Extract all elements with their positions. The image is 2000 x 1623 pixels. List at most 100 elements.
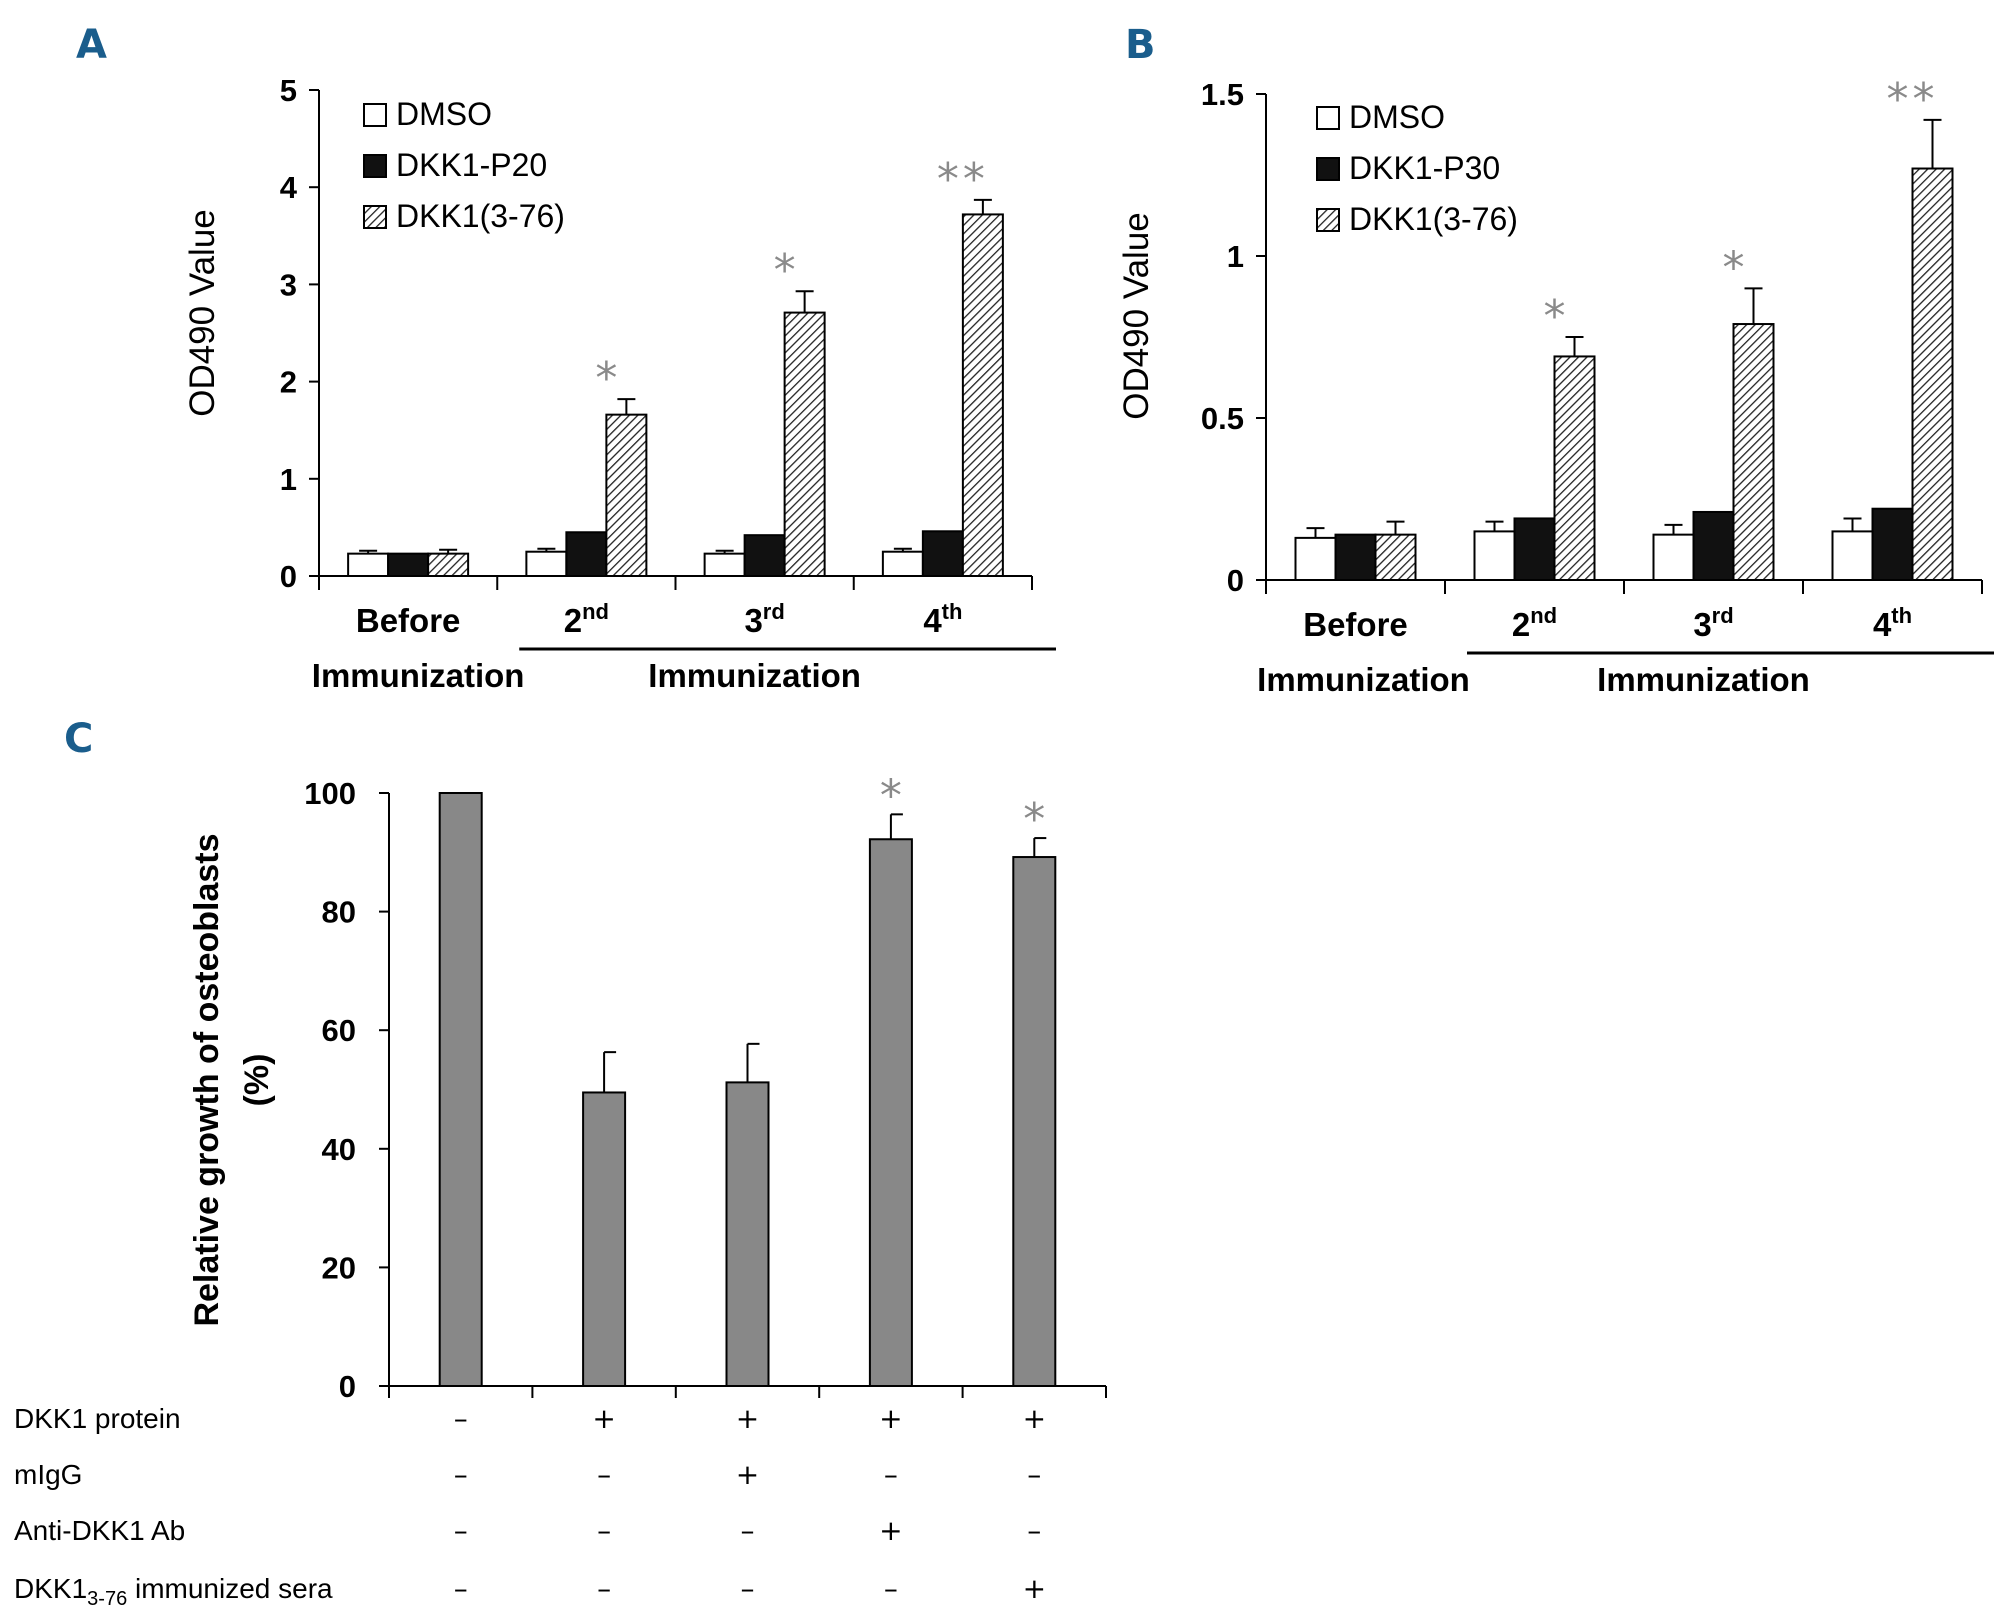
condition-sign: – xyxy=(597,1458,611,1491)
legend-label: DMSO xyxy=(396,96,492,132)
bar-white xyxy=(347,552,390,577)
bar-hatch xyxy=(1553,355,1596,581)
legend-label: DMSO xyxy=(1349,99,1445,135)
y-tick-label: 4 xyxy=(280,170,298,205)
bar xyxy=(438,792,483,1387)
condition-label: DKK1 protein xyxy=(14,1403,181,1434)
bar xyxy=(1012,856,1057,1387)
panel-letter-b: B xyxy=(1125,22,1156,68)
condition-sign: + xyxy=(879,1514,902,1547)
y-tick-label: 0 xyxy=(280,559,297,594)
category-superscript: rd xyxy=(763,599,785,624)
condition-sign: – xyxy=(454,1572,468,1605)
bar-white xyxy=(703,552,746,577)
bar-black xyxy=(565,531,608,578)
bar-white xyxy=(1294,536,1337,582)
y-tick-label: 5 xyxy=(280,73,297,108)
category-label: 4th xyxy=(1873,603,1912,643)
bar-hatch xyxy=(605,413,648,578)
bar-black xyxy=(743,534,786,578)
bar xyxy=(582,1091,627,1387)
legend-swatch xyxy=(1316,106,1340,130)
category-label: 3rd xyxy=(744,599,784,639)
condition-sign: + xyxy=(736,1402,759,1435)
category-label: 2nd xyxy=(564,599,609,639)
condition-sign: – xyxy=(741,1514,755,1547)
legend-swatch xyxy=(1316,208,1340,232)
condition-sign: + xyxy=(879,1402,902,1435)
significance-star: * xyxy=(1023,794,1045,845)
chart-a: 0 1 2 3 4 5 OD490 Value Before * 2nd * 3rd ** 4th Immu… xyxy=(183,73,1056,694)
bar-hatch xyxy=(783,311,826,577)
condition-sign: – xyxy=(884,1572,898,1605)
condition-label: Anti-DKK1 Ab xyxy=(14,1515,185,1546)
legend-swatch xyxy=(363,103,387,127)
y-tick-label: 40 xyxy=(322,1132,356,1167)
panel-letter-a: A xyxy=(76,22,107,68)
bar-black xyxy=(1692,510,1735,581)
category-label: Before xyxy=(1303,606,1408,643)
significance-star: * xyxy=(880,770,902,821)
significance-star: * xyxy=(1544,291,1566,342)
category-superscript: nd xyxy=(582,599,609,624)
group-label-before: Immunization xyxy=(312,657,525,694)
y-tick-label: 1 xyxy=(280,462,297,497)
bar-white xyxy=(1652,533,1695,582)
legend-label: DKK1-P20 xyxy=(396,147,547,183)
chart-b: 0 0.5 1 1.5 OD490 Value Before * 2nd * 3rd ** 4th Im… xyxy=(1117,74,1994,698)
significance-star: * xyxy=(595,353,617,404)
bar-hatch xyxy=(427,552,470,577)
bar-hatch xyxy=(1732,323,1775,582)
y-tick-label: 1.5 xyxy=(1201,77,1244,112)
condition-sign: – xyxy=(741,1572,755,1605)
condition-sign: – xyxy=(884,1458,898,1491)
y-tick-label: 0 xyxy=(1227,563,1244,598)
significance-star: * xyxy=(774,245,796,296)
condition-sign: – xyxy=(454,1458,468,1491)
condition-sign: + xyxy=(592,1402,615,1435)
bar-white xyxy=(1473,530,1516,582)
bar xyxy=(725,1081,770,1388)
y-tick-label: 60 xyxy=(322,1013,356,1048)
chart-c: 0 20 40 60 80 100 Relative growth of osteoblas… xyxy=(14,770,1107,1610)
condition-sign: – xyxy=(597,1514,611,1547)
y-axis-title: OD490 Value xyxy=(1117,212,1156,420)
y-tick-label: 0 xyxy=(339,1369,356,1404)
category-label: 2nd xyxy=(1512,603,1557,643)
condition-sign: – xyxy=(454,1402,468,1435)
condition-sign: – xyxy=(1027,1514,1041,1547)
category-label: Before xyxy=(356,602,461,639)
condition-sign: – xyxy=(597,1572,611,1605)
group-label-after: Immunization xyxy=(648,657,861,694)
condition-label-subscript: 3-76 xyxy=(87,1588,127,1610)
category-superscript: th xyxy=(1891,603,1912,628)
legend-label: DKK1(3-76) xyxy=(1349,201,1518,237)
bar-white xyxy=(525,550,568,578)
bar-black xyxy=(921,530,964,578)
panel-letter-c: C xyxy=(64,716,93,762)
condition-sign: + xyxy=(1023,1402,1046,1435)
category-label: 4th xyxy=(923,599,962,639)
condition-sign: – xyxy=(1027,1458,1041,1491)
y-tick-label: 80 xyxy=(322,895,356,930)
category-label: 3rd xyxy=(1693,603,1733,643)
condition-label-rest: immunized sera xyxy=(127,1573,333,1604)
bar-white xyxy=(1831,530,1874,582)
y-tick-label: 100 xyxy=(304,776,356,811)
bar xyxy=(868,838,913,1387)
category-superscript: nd xyxy=(1530,603,1557,628)
condition-label: DKK13-76 immunized sera xyxy=(14,1573,333,1610)
group-label-before: Immunization xyxy=(1257,661,1470,698)
bar-hatch xyxy=(1374,533,1417,582)
bar-hatch xyxy=(961,213,1004,578)
bar-white xyxy=(881,550,924,578)
significance-star: ** xyxy=(937,154,989,205)
significance-star: ** xyxy=(1887,74,1939,125)
significance-star: * xyxy=(1723,242,1745,293)
bar-black xyxy=(1871,507,1914,581)
legend-label: DKK1-P30 xyxy=(1349,150,1500,186)
category-superscript: rd xyxy=(1712,603,1734,628)
bar-black xyxy=(1513,517,1556,582)
bar-black xyxy=(387,552,430,577)
